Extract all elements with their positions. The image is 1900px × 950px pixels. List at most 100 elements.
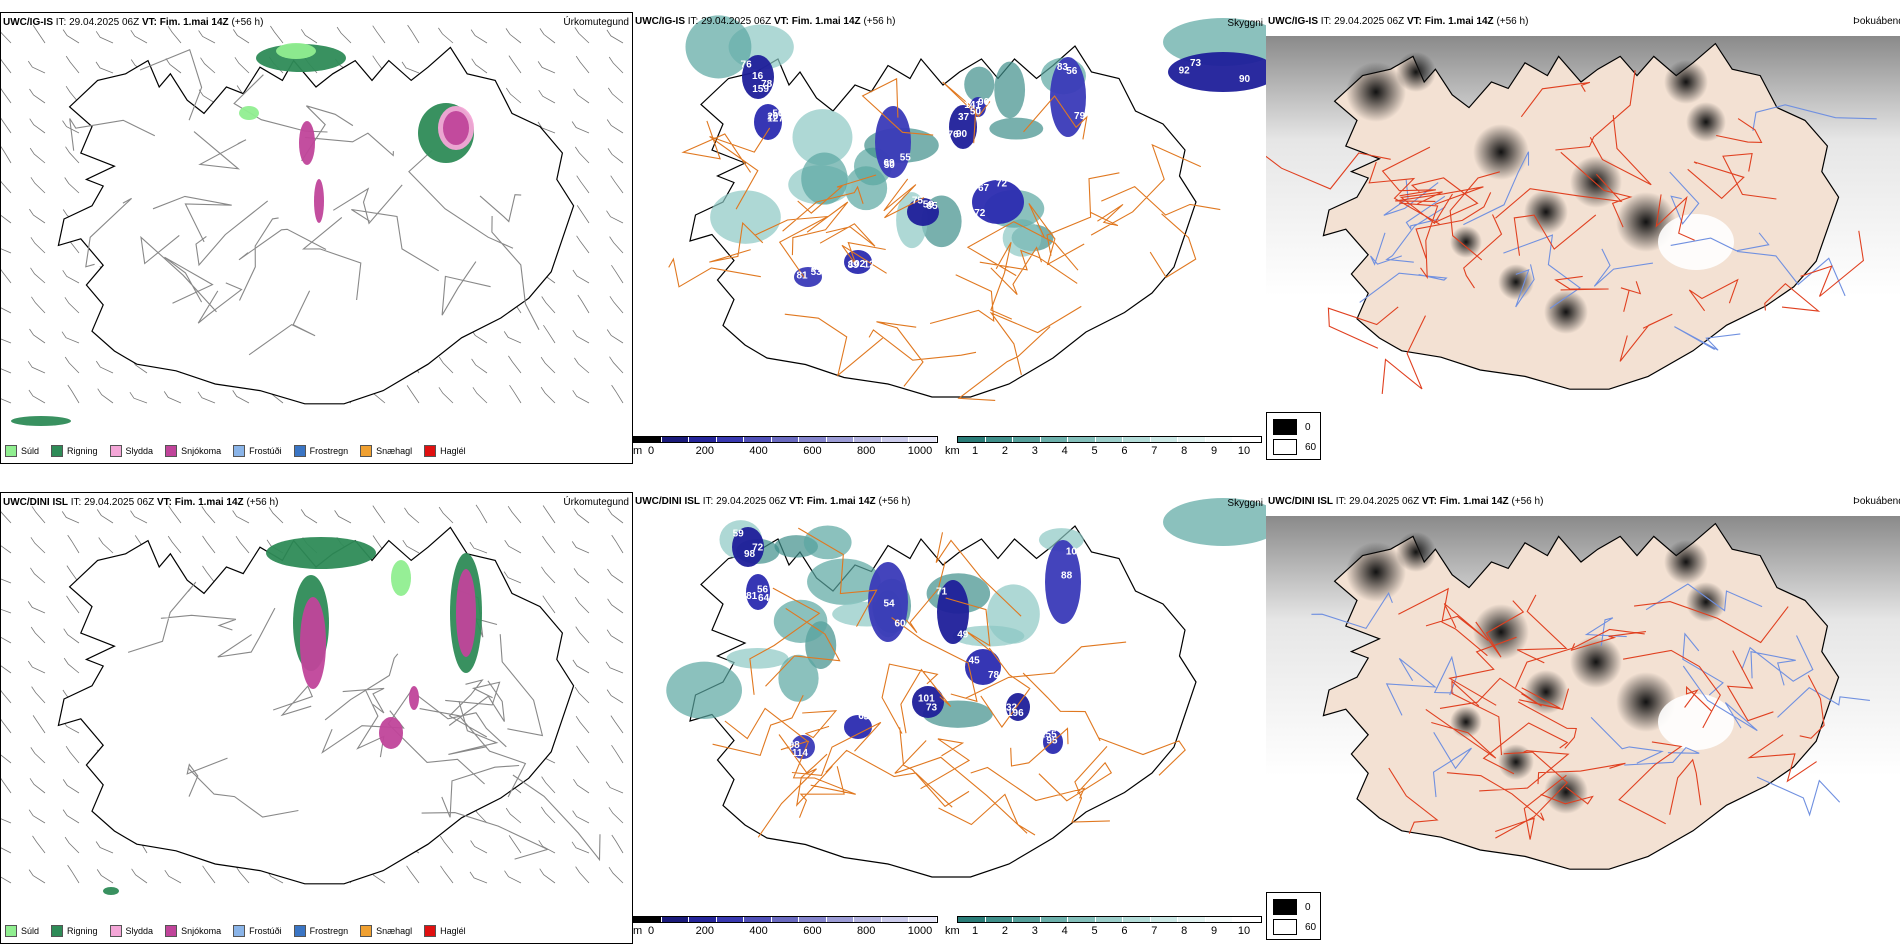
low-visibility-area xyxy=(987,584,1040,644)
colorbar-tick: 7 xyxy=(1151,445,1158,457)
wind-barb xyxy=(95,61,114,74)
wind-barb xyxy=(62,29,80,44)
cloud-base-label: 55 xyxy=(900,153,912,164)
wind-barb xyxy=(575,715,590,734)
low-visibility-area xyxy=(778,654,819,702)
wind-barb xyxy=(1,338,12,344)
wind-barb xyxy=(67,864,80,884)
wind-barb xyxy=(440,865,454,884)
wind-barb xyxy=(471,358,488,374)
wind-barb xyxy=(1,368,12,374)
cloud-base-label: 16 xyxy=(752,71,764,82)
wind-barb xyxy=(131,868,148,884)
wind-barb xyxy=(30,537,46,554)
wind-barb xyxy=(66,565,80,584)
wind-barb xyxy=(543,324,556,344)
snow-area xyxy=(299,121,315,165)
wind-barb xyxy=(31,686,46,704)
panel-title: Þokuábendi xyxy=(1853,16,1900,27)
wind-barb xyxy=(1,718,12,734)
drizzle-area xyxy=(391,560,411,596)
colorbar-tick: 0 xyxy=(647,925,655,937)
wind-barb xyxy=(268,506,284,524)
wind-barb xyxy=(65,55,80,74)
wind-barb xyxy=(31,506,46,524)
wind-barb xyxy=(29,147,46,164)
fog-panel-bottom: UWC/DINI ISL IT: 29.04.2025 06Z VT: Fim.… xyxy=(1266,492,1900,944)
cloud-base-colorbar: m 0 200 400 600 800 1000 xyxy=(633,916,943,944)
cloud-base-label: 67 xyxy=(811,263,823,274)
wind-barb xyxy=(64,836,80,854)
wind-barb xyxy=(605,781,624,794)
cloud-base-label: 76 xyxy=(741,60,753,71)
wind-barb xyxy=(609,296,624,314)
colorbar-tick: 9 xyxy=(1211,445,1218,457)
colorbar-tick: 1 xyxy=(971,925,979,937)
drizzle-area xyxy=(239,106,259,120)
cloud-base-label: 71 xyxy=(936,587,948,598)
legend-swatch xyxy=(293,925,306,937)
wind-barb xyxy=(610,715,624,734)
panel-header: UWC/DINI ISL IT: 29.04.2025 06Z VT: Fim.… xyxy=(1268,496,1544,507)
cloud-base-colorbar: m 0 200 400 600 800 1000 xyxy=(633,436,943,464)
wind-barb xyxy=(165,58,182,74)
cloud-base-area xyxy=(1050,57,1086,137)
wind-barb xyxy=(611,744,624,764)
colorbar-tick: 4 xyxy=(1061,925,1068,937)
wind-barb xyxy=(1,545,12,554)
wind-barb xyxy=(28,869,46,884)
wind-barb xyxy=(572,659,590,674)
wind-barb xyxy=(504,539,522,554)
wind-barb xyxy=(29,118,46,134)
panel-title: Skyggni xyxy=(1227,18,1263,29)
wind-barb xyxy=(438,506,454,524)
wind-barb xyxy=(539,868,556,884)
legend-swatch xyxy=(360,925,373,937)
colorbar-tick: 800 xyxy=(857,445,876,457)
cloud-base-label: 88 xyxy=(1061,571,1073,582)
wind-barb xyxy=(1,31,12,44)
colorbar-unit: km xyxy=(945,445,960,457)
low-visibility-area xyxy=(803,525,852,560)
cloud-base-label: 72 xyxy=(752,543,764,554)
wind-barb xyxy=(65,85,80,104)
wind-barb xyxy=(538,89,556,104)
cloud-base-area xyxy=(742,55,774,99)
wind-barb xyxy=(541,566,556,584)
wind-barb xyxy=(235,535,250,554)
colorbar-scale xyxy=(633,916,938,923)
legend-swatch xyxy=(165,445,178,457)
wind-barb xyxy=(475,504,488,524)
legend-label: Frostúði xyxy=(249,926,282,936)
wind-barb xyxy=(64,356,80,374)
wind-barb xyxy=(163,391,182,404)
legend-label: Snjókoma xyxy=(181,926,222,936)
wind-barb xyxy=(505,87,522,104)
wind-barb xyxy=(1,778,12,794)
wind-barb xyxy=(1,578,12,584)
wind-barb xyxy=(573,508,590,524)
fog-index-area xyxy=(1473,604,1529,660)
cloud-base-label: 141 xyxy=(964,100,981,111)
colorbar-tick: 3 xyxy=(1031,445,1038,457)
wind-barb xyxy=(572,269,590,284)
wind-barb xyxy=(167,25,182,44)
legend-label: Rigning xyxy=(67,926,98,936)
cloud-base-label: 96 xyxy=(863,712,875,723)
legend-swatch xyxy=(293,445,306,457)
wind-barb xyxy=(1,818,12,824)
legend-label: Slydda xyxy=(125,926,154,936)
wind-barb xyxy=(607,87,624,104)
cloud-base-label: 64 xyxy=(858,711,870,722)
wind-barb xyxy=(541,776,556,794)
road-network xyxy=(1266,70,1864,394)
precip-panel-bottom: UWC/DINI ISL IT: 29.04.2025 06Z VT: Fim.… xyxy=(0,492,633,944)
cloud-base-label: 159 xyxy=(752,84,769,95)
wind-barb xyxy=(167,535,182,554)
colorbar-tick: 4 xyxy=(1061,445,1068,457)
low-visibility-area xyxy=(1038,528,1084,552)
wind-barb xyxy=(32,835,46,854)
wind-barb xyxy=(470,29,488,44)
colorbar-tick: 6 xyxy=(1121,925,1128,937)
cloud-base-label: 78 xyxy=(761,79,773,90)
